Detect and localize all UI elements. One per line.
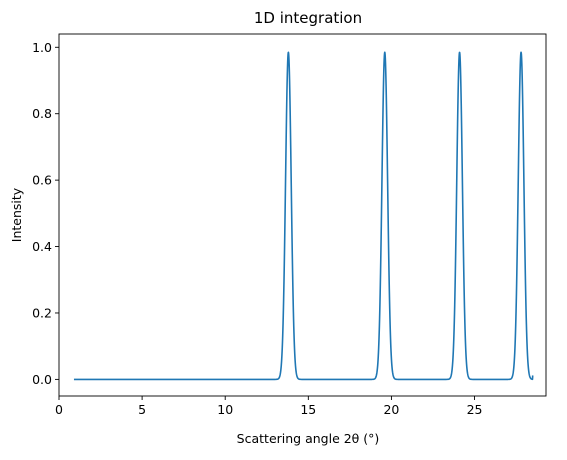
plot-frame	[58, 33, 547, 397]
x-tick-label: 0	[55, 402, 63, 417]
y-tick-label: 0.0	[32, 372, 52, 387]
y-tick-label: 1.0	[32, 40, 52, 55]
y-tick-label: 0.2	[32, 305, 52, 320]
x-axis-label: Scattering angle 2θ (°)	[237, 431, 380, 446]
x-tick-label: 10	[217, 402, 233, 417]
y-axis-label: Intensity	[9, 187, 24, 242]
plot-area	[73, 51, 534, 381]
y-tick-label: 0.4	[32, 239, 52, 254]
series-line-0	[73, 51, 534, 381]
x-tick-label: 20	[383, 402, 399, 417]
y-tick-label: 0.6	[32, 173, 52, 188]
chart-title: 1D integration	[254, 9, 362, 27]
x-tick-label: 5	[138, 402, 146, 417]
x-tick-label: 15	[300, 402, 316, 417]
x-tick-label: 25	[467, 402, 483, 417]
y-tick-label: 0.8	[32, 106, 52, 121]
axes: 0 5 10 15 20 25 0.0 0.2 0.4 0.6 0.8 1.0	[32, 33, 547, 417]
